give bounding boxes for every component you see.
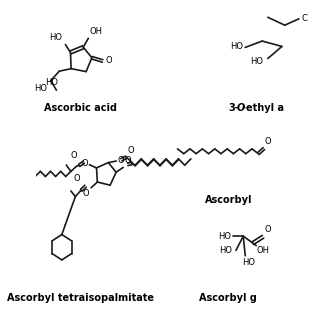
Text: O: O bbox=[236, 103, 244, 113]
Text: HO: HO bbox=[251, 57, 264, 66]
Text: Ascorbyl tetraisopalmitate: Ascorbyl tetraisopalmitate bbox=[7, 293, 154, 303]
Text: 3-: 3- bbox=[228, 103, 239, 113]
Text: O: O bbox=[83, 189, 90, 198]
Text: OH: OH bbox=[89, 27, 102, 36]
Text: HO: HO bbox=[35, 84, 47, 93]
Text: HO: HO bbox=[220, 246, 233, 255]
Text: HO: HO bbox=[230, 42, 243, 51]
Text: O: O bbox=[118, 156, 124, 165]
Text: Ascorbyl g: Ascorbyl g bbox=[199, 293, 257, 303]
Text: O: O bbox=[73, 174, 80, 183]
Text: HO: HO bbox=[45, 78, 58, 87]
Text: O: O bbox=[81, 159, 88, 168]
Text: HO: HO bbox=[50, 33, 63, 42]
Text: HO: HO bbox=[243, 258, 255, 267]
Text: Ascorbyl: Ascorbyl bbox=[204, 195, 252, 205]
Text: C: C bbox=[301, 14, 307, 23]
Text: O: O bbox=[106, 56, 113, 65]
Text: -ethyl a: -ethyl a bbox=[243, 103, 284, 113]
Text: O: O bbox=[264, 137, 271, 146]
Text: HO: HO bbox=[218, 232, 231, 241]
Text: O: O bbox=[71, 151, 77, 160]
Text: O: O bbox=[264, 225, 271, 234]
Text: OH: OH bbox=[257, 246, 269, 255]
Text: Ascorbic acid: Ascorbic acid bbox=[44, 103, 117, 113]
Text: O: O bbox=[124, 156, 131, 165]
Text: O: O bbox=[128, 146, 134, 155]
